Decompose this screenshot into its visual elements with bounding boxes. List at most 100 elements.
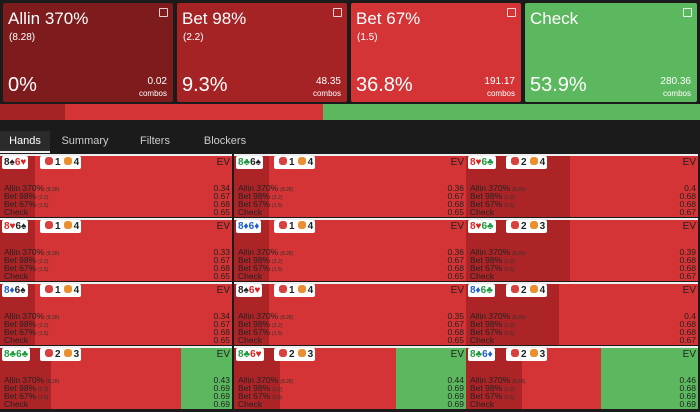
hand-chip: 8♣6♣ — [2, 348, 31, 361]
action-name: Allin 370% — [4, 183, 45, 193]
row-label: Bet 98% (2.2) — [470, 384, 514, 394]
row-label: Bet 67% (1.5) — [470, 328, 514, 338]
action-size: (1.5) — [504, 267, 515, 273]
header-strip — [234, 282, 466, 284]
row-label: Check — [470, 336, 494, 345]
hand-cell[interactable]: 8♣6♦ 2 3 EV Allin 370% (8.28) 0.46 Bet 98% (2.2)… — [466, 346, 698, 409]
hand-cell[interactable]: 8♥6♠ 1 4 EV Allin 370% (8.28) 0.33 Bet 98% (2.2)… — [0, 218, 232, 281]
hand-cell[interactable]: 8♦6♠ 1 4 EV Allin 370% (8.28) 0.34 Bet 98% (2.2)… — [0, 282, 232, 345]
row-label: Allin 370% (8.28) — [470, 376, 525, 386]
ev-header: EV — [450, 221, 464, 232]
action-name: Bet 98% — [470, 319, 503, 329]
ev-value: 0.69 — [213, 399, 230, 409]
hand-cell[interactable]: 8♣6♠ 1 4 EV Allin 370% (8.28) 0.36 Bet 98% (2.2)… — [234, 154, 466, 217]
action-name: Bet 98% — [238, 383, 271, 393]
action-name: Bet 98% — [4, 319, 37, 329]
action-name: Allin 370% — [470, 375, 511, 385]
tab[interactable]: Summary — [61, 135, 109, 147]
frequency-segment — [0, 104, 66, 120]
ev-value: 0.67 — [213, 319, 230, 329]
row-label: Check — [4, 208, 28, 217]
badge-count: 3 — [539, 221, 546, 232]
hand-cell[interactable]: 8♦6♣ 2 4 EV Allin 370% (8.28) 0.4 Bet 98% (2.2) 0… — [466, 282, 698, 345]
action-size: (2.2) — [504, 323, 515, 329]
action-card[interactable]: Bet 98% (2.2) 9.3% 48.35 combos — [177, 3, 347, 102]
action-size: (2.2) — [272, 323, 283, 329]
row-label: Bet 98% (2.2) — [238, 192, 282, 202]
strategy-segment — [558, 282, 698, 345]
action-name: Bet 67% — [4, 327, 37, 337]
ev-value: 0.67 — [213, 191, 230, 201]
action-name: Bet 67% — [4, 263, 37, 273]
badge-count: 2 — [521, 157, 527, 168]
action-name: Allin 370% — [4, 247, 45, 257]
card: 6♥ — [14, 157, 27, 168]
badge-icon — [529, 221, 538, 229]
row-label: Bet 98% (2.2) — [238, 320, 282, 330]
card: 8♥ — [4, 221, 16, 232]
ev-value: 0.34 — [213, 311, 230, 321]
ev-value: 0.4 — [684, 311, 696, 321]
ev-value: 0.36 — [447, 247, 464, 257]
hand-cell[interactable]: 8♦6♦ 1 4 EV Allin 370% (8.28) 0.36 Bet 98% (2.2)… — [234, 218, 466, 281]
badge-icon — [45, 221, 53, 229]
badge-count: 1 — [289, 285, 295, 296]
row-label: Allin 370% (8.28) — [238, 248, 293, 258]
action-size: (8.28) — [46, 251, 60, 257]
row-label: Allin 370% (8.28) — [470, 312, 525, 322]
action-size: (8.28) — [512, 315, 526, 321]
action-name: Bet 67% — [470, 199, 503, 209]
action-card[interactable]: Bet 67% (1.5) 36.8% 191.17 combos — [351, 3, 521, 102]
card: 6♦ — [482, 349, 493, 360]
action-size: (1.5) — [38, 331, 49, 337]
hand-cell[interactable]: 8♥6♣ 2 4 EV Allin 370% (8.28) 0.4 Bet 98% (2.2) 0… — [466, 154, 698, 217]
hand-cell[interactable]: 8♠6♥ 1 4 EV Allin 370% (8.28) 0.35 Bet 98% (2.2)… — [234, 282, 466, 345]
action-size: (2.2) — [38, 323, 49, 329]
badge-icon — [511, 221, 519, 229]
action-name: Check — [238, 399, 263, 409]
action-size: (2.2) — [272, 259, 283, 265]
ev-value: 0.68 — [679, 199, 696, 209]
row-label: Bet 67% (1.5) — [4, 264, 48, 274]
badge-count: 1 — [55, 221, 61, 232]
copy-icon — [333, 8, 342, 17]
ev-value: 0.43 — [213, 375, 230, 385]
hand-chip: 8♦6♦ — [236, 220, 262, 233]
hand-cell[interactable]: 8♠6♥ 1 4 EV Allin 370% (8.28) 0.34 Bet 98% (2.2)… — [0, 154, 232, 217]
hand-cell[interactable]: 8♣6♣ 2 3 EV Allin 370% (8.28) 0.43 Bet 98% (2.2)… — [0, 346, 232, 409]
card: 6♠ — [14, 285, 26, 296]
tab[interactable]: Hands — [0, 131, 50, 152]
ev-value: 0.65 — [447, 207, 464, 217]
row-label: Bet 67% (1.5) — [4, 200, 48, 210]
ev-value: 0.35 — [447, 311, 464, 321]
badge-count: 2 — [521, 221, 527, 232]
row-label: Bet 67% (1.5) — [470, 200, 514, 210]
hand-cell[interactable]: 8♣6♥ 2 3 EV Allin 370% (8.28) 0.44 Bet 98% (2.2)… — [234, 346, 466, 409]
card: 6♦ — [248, 221, 260, 232]
action-size: (1.5) — [272, 395, 283, 401]
action-frequency: 0% — [8, 74, 37, 96]
row-label: Bet 98% (2.2) — [4, 320, 48, 330]
ev-value: 0.69 — [447, 399, 464, 409]
action-card[interactable]: Allin 370% (8.28) 0% 0.02 combos — [3, 3, 173, 102]
action-card[interactable]: Check 53.9% 280.36 combos — [525, 3, 697, 102]
badge-icon — [297, 285, 306, 293]
action-size: (2.2) — [272, 195, 283, 201]
row-label: Check — [238, 272, 262, 281]
hand-chip: 8♥6♠ — [2, 220, 29, 233]
hand-cell[interactable]: 8♥6♣ 2 3 EV Allin 370% (8.28) 0.39 Bet 98% (2.2)… — [466, 218, 698, 281]
tab[interactable]: Blockers — [203, 135, 247, 147]
action-name: Check — [238, 207, 263, 217]
card: 8♦ — [238, 221, 249, 232]
tab[interactable]: Filters — [140, 135, 170, 147]
action-name: Bet 98% — [182, 9, 247, 28]
action-name: Bet 98% — [470, 191, 503, 201]
action-size: (8.28) — [46, 315, 60, 321]
strategy-segment — [396, 346, 466, 409]
action-size: (2.2) — [183, 32, 204, 43]
